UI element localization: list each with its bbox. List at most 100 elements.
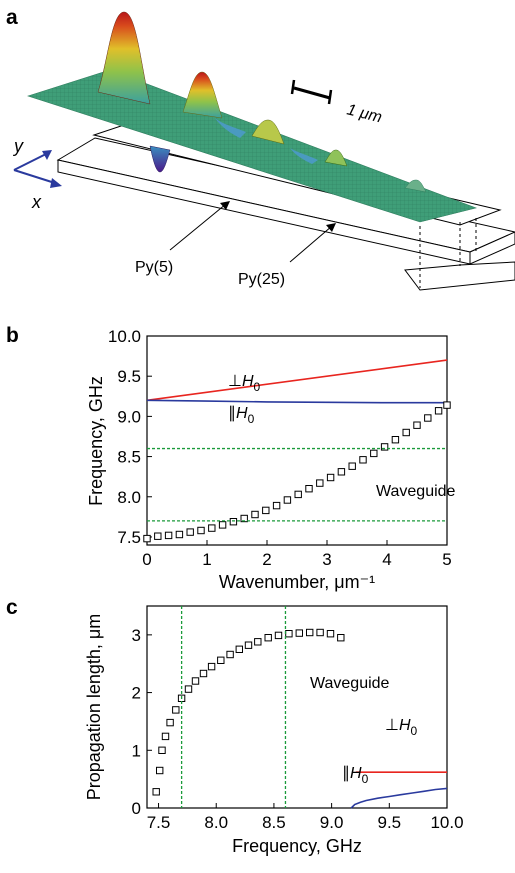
x-ticks-c: 7.5 8.0 8.5 9.0 9.5 10.0 xyxy=(147,803,464,832)
data-point xyxy=(359,456,367,464)
trough-1 xyxy=(215,118,246,138)
peak-2 xyxy=(182,71,223,119)
x-ticks-b: 0 1 2 3 4 5 xyxy=(142,540,452,569)
data-point xyxy=(191,677,200,685)
series-b xyxy=(143,359,451,543)
data-point xyxy=(251,510,259,519)
y-tick-label: 9.0 xyxy=(117,407,141,426)
data-point xyxy=(152,788,160,796)
peak-1 xyxy=(97,11,151,105)
spin-wave-surface xyxy=(27,69,478,223)
y-ticks-c: 0 1 2 3 xyxy=(132,626,152,818)
data-point xyxy=(316,628,324,637)
y-tick-label: 8.0 xyxy=(117,488,141,507)
series-label: ∥H0 xyxy=(228,405,255,426)
x-tick-label: 4 xyxy=(382,550,391,569)
plot-frame-b xyxy=(146,335,448,546)
data-point xyxy=(295,629,304,637)
series-label: ∥H0 xyxy=(342,765,369,786)
y-tick-label: 8.5 xyxy=(117,448,141,467)
data-point xyxy=(235,645,244,653)
data-point xyxy=(434,407,443,415)
series-labels-b: ⊥H0 ∥H0 Waveguide xyxy=(228,373,456,500)
panel-b: b 0 1 2 3 4 5 7.5 8.0 8.5 9.0 9.5 10.0 ⊥H0 ∥H0 Waveg… xyxy=(6,324,456,592)
x-tick-label: 5 xyxy=(442,550,451,569)
x-tick-label: 10.0 xyxy=(430,813,463,832)
x-axis-label-b: Wavenumber, μm⁻¹ xyxy=(219,572,375,592)
data-point xyxy=(305,485,313,493)
plot-frame-c xyxy=(146,605,448,809)
data-point xyxy=(316,479,324,487)
series-line xyxy=(146,399,447,404)
x-tick-label: 9.0 xyxy=(320,813,344,832)
series-line xyxy=(350,787,448,809)
data-point xyxy=(207,662,216,671)
layer-leaders xyxy=(169,201,336,263)
y-arrow-head xyxy=(42,150,52,160)
x-tick-label: 8.5 xyxy=(262,813,286,832)
data-point xyxy=(424,414,432,422)
x-tick-label: 3 xyxy=(322,550,331,569)
panel-letter-a: a xyxy=(6,6,18,29)
peak-4 xyxy=(324,149,348,167)
data-point xyxy=(156,766,164,775)
data-point xyxy=(283,496,292,504)
y-axis-label-b: Frequency, GHz xyxy=(86,376,106,506)
data-point xyxy=(229,518,238,526)
peak-3 xyxy=(251,119,285,145)
x-tick-label: 2 xyxy=(262,550,271,569)
data-point xyxy=(337,468,346,476)
series-labels-c: Waveguide ⊥H0 ∥H0 xyxy=(310,675,418,786)
trough-2 xyxy=(290,148,318,164)
panel-letter-b: b xyxy=(6,324,19,347)
axis-x-label: x xyxy=(31,192,42,212)
data-point xyxy=(184,685,193,693)
x-tick-label: 9.5 xyxy=(377,813,401,832)
data-point xyxy=(208,524,216,532)
data-point xyxy=(402,428,410,437)
data-point xyxy=(294,490,302,499)
data-point xyxy=(197,526,205,535)
data-point xyxy=(172,706,180,714)
data-point xyxy=(306,628,314,637)
data-point xyxy=(143,534,151,543)
data-point xyxy=(244,641,253,649)
y-tick-label: 10.0 xyxy=(108,327,141,346)
data-point xyxy=(274,631,283,640)
data-point xyxy=(254,638,262,646)
series-label: Waveguide xyxy=(376,483,456,500)
data-point xyxy=(285,630,293,638)
y-tick-label: 3 xyxy=(132,626,141,645)
data-point xyxy=(370,449,378,458)
data-point xyxy=(262,506,270,515)
data-point xyxy=(443,401,451,409)
data-point xyxy=(226,650,234,659)
data-point xyxy=(391,436,400,444)
panel-c: c 7.5 8.0 8.5 9.0 9.5 10.0 0 1 2 3 Waveguide ⊥H0 ∥… xyxy=(6,596,464,856)
data-point xyxy=(164,531,173,540)
scale-bar: 1 μm xyxy=(290,79,384,126)
py25-label: Py(25) xyxy=(238,271,285,288)
axis-y-label: y xyxy=(12,136,24,156)
y-tick-label: 0 xyxy=(132,799,141,818)
series-c xyxy=(152,606,448,809)
y-ticks-b: 7.5 8.0 8.5 9.0 9.5 10.0 xyxy=(108,327,152,547)
panel-letter-c: c xyxy=(6,596,18,619)
data-point xyxy=(161,732,170,741)
y-tick-label: 1 xyxy=(132,741,141,760)
peak-5 xyxy=(404,179,427,193)
py25-end-face xyxy=(469,231,515,265)
x-tick-label: 7.5 xyxy=(147,813,171,832)
data-point xyxy=(272,501,281,510)
data-point xyxy=(158,746,166,754)
data-point xyxy=(217,656,225,664)
x-tick-label: 1 xyxy=(202,550,211,569)
series-label: Waveguide xyxy=(310,675,390,692)
y-tick-label: 7.5 xyxy=(117,528,141,547)
y-tick-label: 9.5 xyxy=(117,367,141,386)
x-tick-label: 0 xyxy=(142,550,151,569)
data-point xyxy=(240,514,248,523)
coordinate-axes xyxy=(13,150,62,188)
data-point xyxy=(264,634,272,642)
x-arrow-head xyxy=(50,178,62,188)
